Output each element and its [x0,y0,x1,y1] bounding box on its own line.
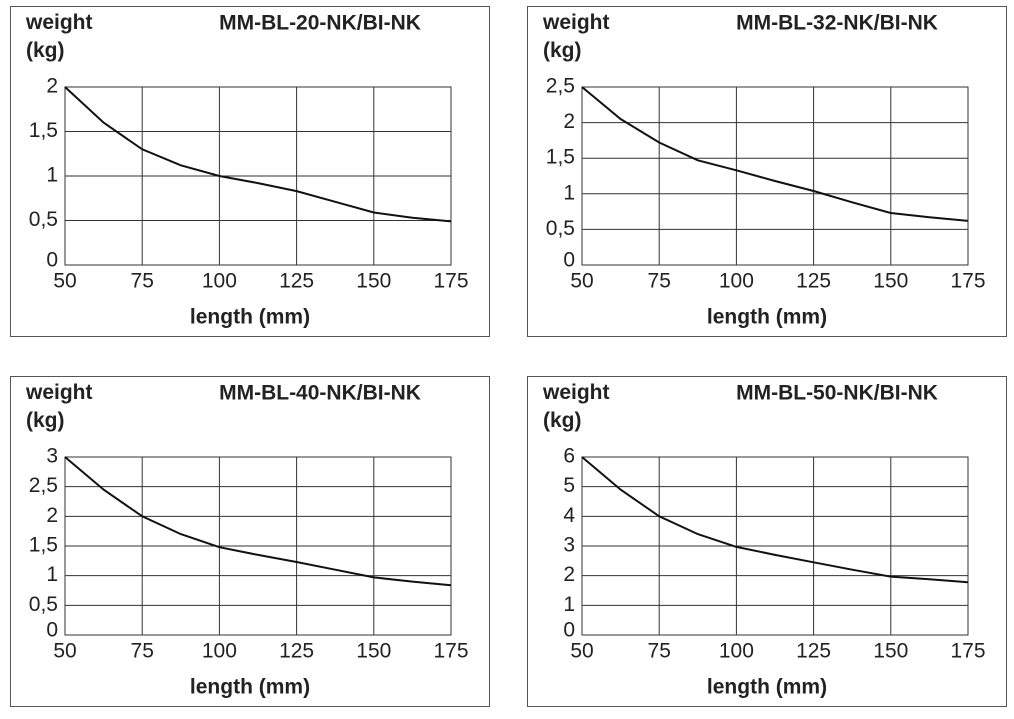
chart-title: MM-BL-50-NK/BI-NK [736,382,938,405]
x-tick-label: 75 [131,270,154,293]
y-tick-label: 4 [563,504,575,527]
x-tick-label: 150 [873,640,908,663]
y-tick-label: 1 [46,164,58,187]
x-tick-label: 175 [433,270,468,293]
panel-frame [527,376,1007,707]
y-axis-label-box: weight (kg) [543,381,610,432]
chart-panel: MM-BL-32-NK/BI-NK weight (kg) 0 0,5 1 1,5 2 2,5… [527,6,1007,337]
x-tick-label: 100 [202,640,237,663]
x-tick-label: 50 [53,640,76,663]
y-axis-label: weight (kg) [26,381,93,432]
x-tick-label: 100 [719,640,754,663]
y-axis-label: weight (kg) [543,381,610,432]
panel-frame [10,376,490,707]
panel-frame [527,6,1007,337]
x-tick-label: 150 [356,640,391,663]
data-line [581,86,969,222]
y-tick-label: 0,5 [29,593,58,616]
y-tick-label: 0,5 [546,217,575,240]
data-line [64,86,452,223]
y-axis-label-box: weight (kg) [543,11,610,62]
x-tick-label: 100 [719,270,754,293]
y-tick-label: 1 [563,593,575,616]
y-tick-label: 2 [563,110,575,133]
x-axis-label: length (mm) [707,306,827,329]
y-tick-label: 3 [46,445,58,468]
chart-title: MM-BL-32-NK/BI-NK [736,12,938,35]
x-tick-label: 150 [873,270,908,293]
y-tick-label: 2,5 [546,75,575,98]
x-tick-label: 150 [356,270,391,293]
x-tick-label: 125 [279,270,314,293]
y-tick-label: 0 [563,249,575,272]
chart-panel: MM-BL-20-NK/BI-NK weight (kg) 0 0,5 1 1,5 2 50 7… [10,6,490,337]
x-tick-label: 175 [433,640,468,663]
x-tick-label: 125 [796,270,831,293]
chart-panel: MM-BL-40-NK/BI-NK weight (kg) 0 0,5 1 1,5 2 2,5… [10,376,490,707]
x-tick-label: 50 [570,640,593,663]
y-tick-label: 1 [46,563,58,586]
chart-title: MM-BL-20-NK/BI-NK [219,12,421,35]
x-tick-label: 125 [279,640,314,663]
y-tick-label: 0 [563,619,575,642]
y-tick-label: 0 [46,619,58,642]
y-tick-label: 1,5 [29,119,58,142]
y-tick-label: 1,5 [29,534,58,557]
y-tick-label: 2 [46,75,58,98]
y-axis-label-box: weight (kg) [26,11,93,62]
chart-title: MM-BL-40-NK/BI-NK [219,382,421,405]
y-tick-label: 2 [563,563,575,586]
y-tick-label: 0 [46,249,58,272]
plot-frame [581,86,969,266]
y-tick-label: 2 [46,504,58,527]
y-tick-label: 6 [563,445,575,468]
y-axis-label: weight (kg) [543,11,610,62]
x-tick-label: 125 [796,640,831,663]
x-tick-label: 75 [648,640,671,663]
x-tick-label: 50 [570,270,593,293]
panel-frame [10,6,490,337]
x-tick-label: 75 [648,270,671,293]
plot-frame [64,456,452,636]
x-axis-label: length (mm) [190,306,310,329]
y-tick-label: 2,5 [29,474,58,497]
y-tick-label: 3 [563,534,575,557]
y-axis-label: weight (kg) [26,11,93,62]
y-tick-label: 1 [563,181,575,204]
x-tick-label: 75 [131,640,154,663]
plot-frame [64,86,452,266]
y-tick-label: 5 [563,474,575,497]
y-tick-label: 1,5 [546,146,575,169]
x-tick-label: 50 [53,270,76,293]
x-tick-label: 175 [950,640,985,663]
y-axis-label-box: weight (kg) [26,381,93,432]
chart-panel: MM-BL-50-NK/BI-NK weight (kg) 0 1 2 3 4 5 6 50 75 1… [527,376,1007,707]
x-axis-label: length (mm) [190,676,310,699]
x-axis-label: length (mm) [707,676,827,699]
x-tick-label: 100 [202,270,237,293]
data-line [581,456,969,584]
plot-frame [581,456,969,636]
y-tick-label: 0,5 [29,208,58,231]
data-line [64,456,452,587]
x-tick-label: 175 [950,270,985,293]
